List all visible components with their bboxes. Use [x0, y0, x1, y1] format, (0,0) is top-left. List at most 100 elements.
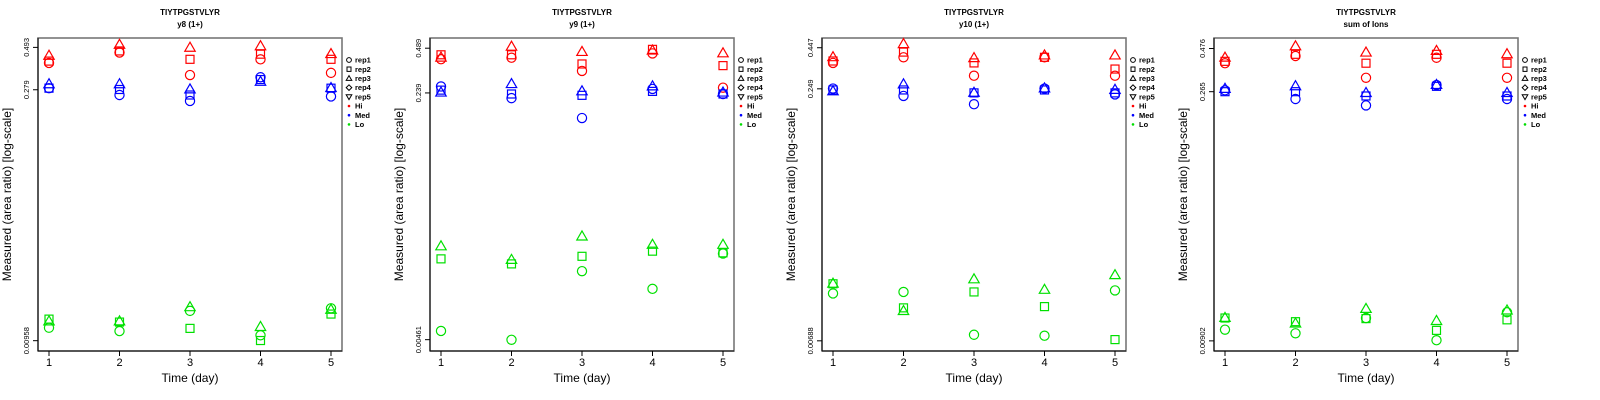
legend-label: rep4 [747, 83, 764, 92]
series-med-rep2 [1220, 81, 1512, 101]
data-point [576, 265, 588, 277]
circle-icon [738, 57, 744, 63]
legend-label: rep3 [1139, 74, 1155, 83]
x-tick-label: 5 [328, 357, 334, 369]
triangle-up-icon [737, 74, 745, 81]
square-icon [346, 66, 352, 72]
data-point [575, 84, 589, 96]
x-tick-label: 2 [508, 357, 514, 369]
data-point [1359, 302, 1373, 313]
triangle-down-icon [345, 94, 353, 101]
data-point [42, 314, 56, 326]
legend-label: rep2 [747, 65, 763, 74]
triangle-up-icon [1129, 74, 1137, 81]
legend-item-rep5: rep5 [345, 92, 371, 101]
data-point [1359, 86, 1373, 98]
data-point [826, 276, 840, 288]
data-point [575, 229, 589, 241]
data-point [718, 61, 728, 71]
data-point [1218, 82, 1232, 93]
data-point [1502, 315, 1512, 325]
data-point [1038, 48, 1051, 60]
data-point [324, 303, 338, 314]
triangle-up-icon [1521, 74, 1529, 81]
legend-label: rep3 [1531, 74, 1547, 83]
data-point [1431, 325, 1442, 335]
series-lo-rep3 [42, 300, 338, 332]
x-axis-label: Time (day) [554, 371, 611, 385]
data-point [826, 50, 840, 62]
legend-item-med: Med [1131, 111, 1154, 120]
x-tick-label: 5 [720, 357, 726, 369]
data-point [1038, 283, 1051, 294]
data-point [1290, 87, 1301, 97]
x-tick-label: 1 [1222, 357, 1228, 369]
chart-title: TIYTPGSTVLYR [552, 8, 612, 17]
data-point [255, 335, 266, 346]
data-point [184, 69, 196, 81]
legend-item-rep2: rep2 [738, 65, 763, 74]
legend-item-rep4: rep4 [1521, 83, 1548, 92]
data-point [114, 47, 125, 58]
data-point [717, 82, 729, 93]
y-tick-label: 0.00461 [414, 326, 423, 353]
legend-label: Hi [355, 102, 363, 111]
legend-label: rep4 [1139, 83, 1156, 92]
legend-dot-icon [1523, 104, 1527, 108]
data-point [968, 99, 980, 110]
legend-item-rep1: rep1 [738, 56, 763, 65]
data-point [969, 58, 979, 68]
series-med-rep1 [1219, 79, 1513, 111]
legend-item-rep4: rep4 [1129, 83, 1156, 92]
data-point [185, 54, 195, 64]
data-point [1501, 93, 1513, 105]
series-lo-rep2 [436, 246, 728, 269]
data-point [647, 246, 658, 256]
data-point [1108, 268, 1122, 280]
legend-label: rep4 [1531, 83, 1548, 92]
data-point [1430, 78, 1443, 90]
data-point [1290, 328, 1301, 339]
data-point [968, 70, 980, 81]
legend-dot-icon [1131, 104, 1135, 108]
legend-label: Med [1531, 111, 1546, 120]
x-axis-label: Time (day) [162, 371, 219, 385]
data-point [325, 67, 337, 79]
data-point [1218, 311, 1232, 323]
diamond-icon [737, 84, 745, 92]
legend-item-lo: Lo [1523, 120, 1541, 129]
data-point [435, 325, 447, 337]
y-tick-label: 0.00958 [22, 327, 31, 354]
y-tick-label: 0.265 [1198, 82, 1207, 101]
legend-dot-icon [347, 113, 351, 117]
x-tick-label: 5 [1112, 357, 1118, 369]
chart-panel-3: TIYTPGSTVLYR y10 (1+) 0.447 0.249 0.00688 1 2 3… [784, 8, 1156, 385]
data-point [114, 84, 125, 95]
legend-item-rep1: rep1 [1130, 56, 1155, 65]
legend-dot-icon [347, 123, 351, 126]
data-point [1290, 93, 1301, 105]
legend-label: Hi [1531, 102, 1539, 111]
legend-item-med: Med [739, 111, 762, 120]
legend-item-rep2: rep2 [1522, 65, 1547, 74]
series-lo-rep2 [828, 279, 1120, 345]
data-point [113, 38, 126, 49]
data-point [897, 304, 910, 316]
y-axis-label: Measured (area ratio) [log-scale] [0, 108, 14, 281]
data-point [183, 300, 197, 312]
data-point [1108, 83, 1122, 94]
data-point [577, 251, 587, 261]
legend-dot-icon [739, 123, 743, 126]
data-point [969, 287, 979, 297]
data-point [324, 81, 338, 93]
legend-item-rep3: rep3 [737, 74, 763, 83]
y-tick-label: 0.476 [1198, 39, 1207, 58]
x-tick-label: 5 [1504, 357, 1510, 369]
legend-item-hi: Hi [1523, 102, 1539, 111]
data-point [1108, 48, 1122, 60]
series-hi-rep2 [1220, 49, 1512, 68]
data-point [716, 46, 730, 58]
